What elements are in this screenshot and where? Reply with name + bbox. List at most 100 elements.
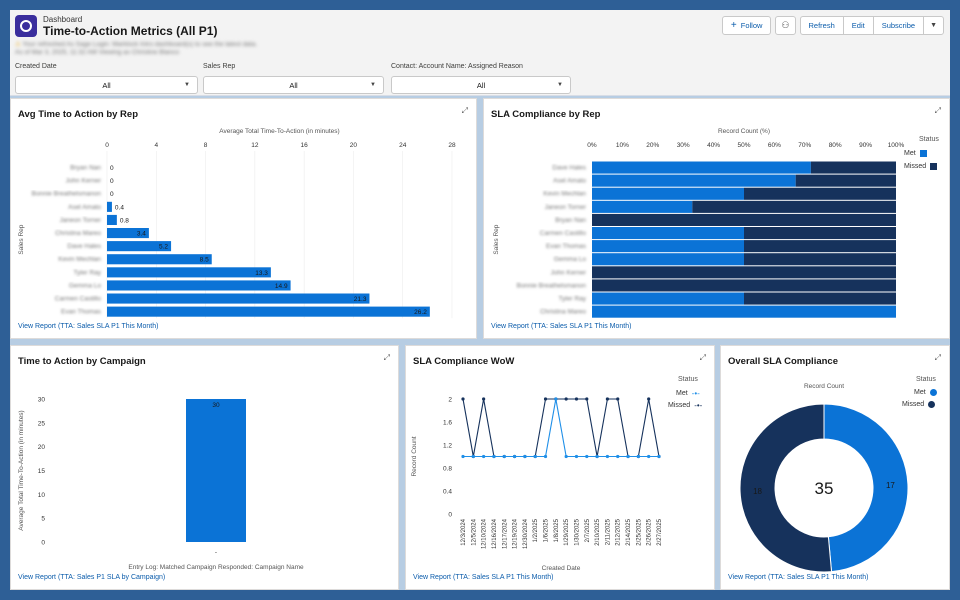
donut-slice-met [823, 403, 909, 573]
x-tick-label: 1/29/2025 [564, 518, 570, 545]
x-tick-label: 2/26/2025 [647, 518, 653, 545]
view-report-link[interactable]: View Report (TTA: Sales SLA P1 This Mont… [413, 574, 554, 581]
bar-value-label: 3.4 [137, 231, 146, 238]
bar [107, 293, 370, 304]
view-report-link[interactable]: View Report (TTA: Sales P1 SLA by Campai… [18, 574, 166, 581]
x-tick-label: 12/30/2024 [523, 518, 529, 549]
x-tick-label: 2/7/2025 [585, 518, 591, 542]
x-tick-label: 20 [350, 142, 358, 149]
more-actions-button[interactable]: ▼ [923, 16, 944, 35]
data-point [543, 454, 548, 459]
donut-center-total: 35 [815, 479, 834, 498]
dashboard-header: Dashboard Time-to-Action Metrics (All P1… [10, 10, 950, 96]
bar-met [592, 174, 796, 187]
view-report-link[interactable]: View Report (TTA: Sales SLA P1 This Mont… [491, 323, 632, 330]
bar-met [592, 161, 811, 174]
refresh-button[interactable]: Refresh [799, 16, 844, 35]
y-tick-label: Tyler Ray [74, 269, 102, 276]
x-tick-label: 24 [399, 142, 407, 149]
refresh-notice: ⚠ Your refreshed As Sage Login: Marklock… [15, 41, 258, 48]
x-tick-label: 2/11/2025 [605, 518, 611, 545]
bar [107, 228, 149, 239]
expand-icon[interactable]: ⤢ [699, 353, 706, 362]
x-tick-label: 12/3/2024 [461, 518, 467, 545]
x-axis-title: Record Count (%) [718, 128, 770, 135]
card-time-by-campaign: Time to Action by Campaign ⤢ Average Tot… [10, 345, 399, 590]
legend-item-missed[interactable]: Missed [902, 401, 936, 408]
view-report-link[interactable]: View Report (TTA: Sales SLA P1 This Mont… [728, 574, 869, 581]
x-tick-label: 1/30/2025 [574, 518, 580, 545]
follow-button[interactable]: + Follow [721, 16, 772, 35]
y-tick-label: John Kerner [551, 269, 587, 276]
legend-item-met[interactable]: Met -•- [676, 389, 700, 398]
legend-item-met[interactable]: Met [904, 150, 927, 157]
bar-missed [692, 200, 896, 213]
legend-title: Status [678, 376, 698, 383]
filter-label-sales-rep: Sales Rep [203, 63, 236, 70]
y-tick-label: Evan Thomas [61, 309, 102, 316]
bar [107, 267, 271, 278]
data-point [616, 454, 620, 459]
y-axis-title: Record Count [411, 436, 418, 476]
expand-icon[interactable]: ⤢ [934, 106, 941, 115]
legend-title: Status [919, 136, 939, 143]
y-tick-label: Gemma Lo [554, 256, 587, 263]
bar-value-label: 0 [110, 191, 114, 198]
expand-icon[interactable]: ⤢ [383, 353, 390, 362]
chevron-down-icon: ▼ [184, 82, 190, 88]
data-point [502, 454, 506, 459]
bar-missed [592, 213, 896, 226]
bar-missed [744, 253, 896, 266]
bar [186, 399, 246, 542]
filter-assigned-reason[interactable]: All ▼ [391, 76, 571, 94]
x-tick-label: 0 [105, 142, 109, 149]
donut-slice-missed [739, 403, 833, 573]
legend-item-met[interactable]: Met [914, 389, 937, 396]
avg-time-chart: Average Total Time-To-Action (in minutes… [18, 128, 456, 319]
data-point [554, 397, 558, 401]
y-tick-label: Dave Hales [552, 165, 586, 172]
legend-item-missed[interactable]: Missed -•- [668, 401, 703, 410]
y-tick-label: Bryan Nan [555, 217, 586, 224]
subscribe-button[interactable]: Subscribe [872, 16, 925, 35]
y-tick-label: Asel Amato [68, 204, 101, 211]
view-report-link[interactable]: View Report (TTA: Sales SLA P1 This Mont… [18, 323, 159, 330]
x-tick-label: 30% [677, 142, 690, 149]
data-point [523, 454, 527, 459]
card-sla-by-rep: SLA Compliance by Rep ⤢ Record Count (%)… [483, 98, 950, 339]
filter-created-date[interactable]: All ▼ [15, 76, 198, 94]
bar-met [592, 292, 744, 305]
legend-item-missed[interactable]: Missed [904, 163, 938, 170]
y-tick-label: 30 [38, 397, 46, 404]
chart-subtitle: Record Count [804, 383, 844, 390]
y-tick-label: 20 [38, 444, 46, 451]
expand-icon[interactable]: ⤢ [461, 106, 468, 115]
data-point [595, 454, 599, 459]
x-tick-label: 70% [798, 142, 811, 149]
data-point [564, 454, 568, 459]
breadcrumb[interactable]: Dashboard [43, 15, 83, 24]
bar-met [592, 227, 744, 240]
bar-value-label: 8.5 [200, 257, 209, 264]
y-tick-label: Kevin Mechlan [58, 256, 101, 263]
dashboard-icon [15, 15, 37, 37]
y-tick-label: 10 [38, 492, 46, 499]
line-marker-icon: -•- [691, 389, 700, 398]
filter-label-created-date: Created Date [15, 63, 57, 70]
bar-met [592, 253, 744, 266]
x-axis-title: Created Date [542, 565, 581, 572]
y-axis-title: Sales Rep [18, 224, 25, 254]
collaborate-button[interactable]: ⚇ [775, 16, 796, 35]
y-tick-label: Janeon Torner [545, 204, 587, 211]
bar [107, 214, 117, 225]
data-point [605, 454, 610, 459]
filter-sales-rep[interactable]: All ▼ [203, 76, 384, 94]
data-point [647, 454, 651, 459]
card-title: Time to Action by Campaign [18, 356, 146, 367]
chevron-down-icon: ▼ [557, 82, 563, 88]
expand-icon[interactable]: ⤢ [934, 353, 941, 362]
edit-button[interactable]: Edit [842, 16, 874, 35]
y-tick-label: Asel Amato [553, 178, 586, 185]
x-tick-label: 90% [859, 142, 872, 149]
overall-sla-chart: Record Count 17 18 35 [739, 383, 909, 573]
